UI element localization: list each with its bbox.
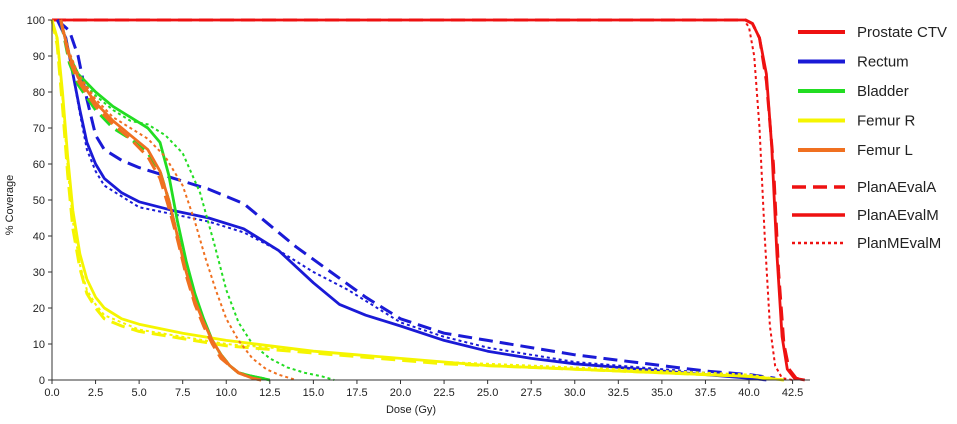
x-tick-label: 40.0 xyxy=(738,387,759,399)
x-tick-label: 5.0 xyxy=(131,387,146,399)
series-line xyxy=(52,18,806,382)
x-tick-label: 37.5 xyxy=(695,387,716,399)
y-tick-label: 70 xyxy=(33,123,45,135)
y-tick-label: 10 xyxy=(33,339,45,351)
y-tick-label: 40 xyxy=(33,231,45,243)
legend-label: Prostate CTV xyxy=(857,24,947,41)
x-tick-label: 20.0 xyxy=(390,387,411,399)
x-tick-label: 10.0 xyxy=(216,387,237,399)
series-line xyxy=(51,19,785,381)
legend-label: Femur R xyxy=(857,113,916,130)
x-tick-label: 22.5 xyxy=(433,387,454,399)
y-tick-label: 30 xyxy=(33,267,45,279)
series-line xyxy=(59,19,335,381)
series-line xyxy=(59,19,262,382)
axes: 0.0 2.5 5.0 7.5 10.0 12.5 15.0 17.5 20.0 22.5 25.0… xyxy=(4,15,810,416)
y-tick-label: 90 xyxy=(33,51,45,63)
y-tick-label: 20 xyxy=(33,303,45,315)
y-tick-label: 60 xyxy=(33,159,45,171)
x-tick-label: 42.5 xyxy=(782,387,803,399)
y-tick-label: 50 xyxy=(33,195,45,207)
y-tick-label: 100 xyxy=(27,15,45,27)
x-tick-label: 7.5 xyxy=(175,387,190,399)
series-line xyxy=(59,19,297,381)
x-tick-label: 25.0 xyxy=(477,387,498,399)
x-tick-label: 27.5 xyxy=(520,387,541,399)
legend-label: PlanAEvalA xyxy=(857,179,936,196)
y-tick-label: 0 xyxy=(39,375,45,387)
series-line xyxy=(55,19,767,382)
x-tick-label: 2.5 xyxy=(88,387,103,399)
x-axis-label: Dose (Gy) xyxy=(386,404,436,416)
x-ticks: 0.0 2.5 5.0 7.5 10.0 12.5 15.0 17.5 20.0 22.5 25.0… xyxy=(44,380,803,399)
series-line xyxy=(56,18,776,380)
series-line xyxy=(52,18,806,382)
x-tick-label: 12.5 xyxy=(259,387,280,399)
series-line xyxy=(50,19,785,382)
y-tick-label: 80 xyxy=(33,87,45,99)
x-tick-label: 35.0 xyxy=(651,387,672,399)
series-line xyxy=(50,19,785,382)
x-tick-label: 30.0 xyxy=(564,387,585,399)
x-tick-label: 15.0 xyxy=(303,387,324,399)
y-ticks: 0 10 20 30 40 50 60 70 80 90 100 xyxy=(27,15,52,387)
y-axis-label: % Coverage xyxy=(4,175,16,236)
x-tick-label: 0.0 xyxy=(44,387,59,399)
legend-label: PlanAEvalM xyxy=(857,207,939,224)
legend-label: Femur L xyxy=(857,142,913,159)
legend-label: PlanMEvalM xyxy=(857,235,941,252)
series-line xyxy=(56,19,767,381)
x-tick-label: 32.5 xyxy=(608,387,629,399)
series-line xyxy=(52,19,793,381)
legend-label: Rectum xyxy=(857,54,909,71)
legend-label: Bladder xyxy=(857,83,909,100)
plot-area xyxy=(50,18,806,382)
x-tick-label: 17.5 xyxy=(346,387,367,399)
legend: Prostate CTV Rectum Bladder Femur R Femur L P… xyxy=(792,24,947,252)
